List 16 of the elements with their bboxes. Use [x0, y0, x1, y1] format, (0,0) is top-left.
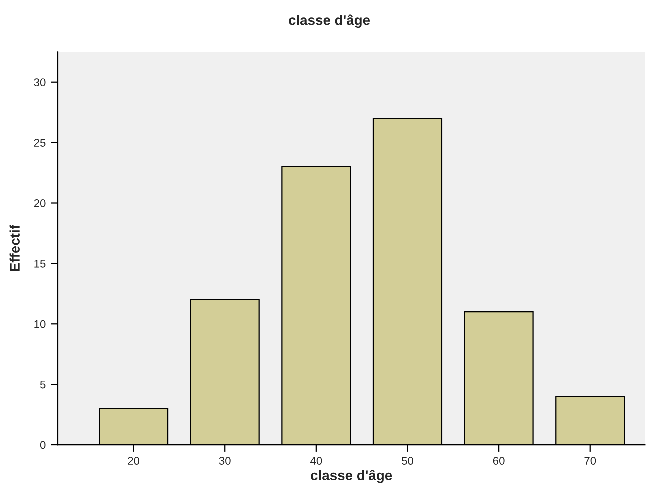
y-tick-label: 5 — [40, 380, 46, 389]
y-tick-label: 20 — [34, 200, 46, 208]
x-tick-label: 20 — [128, 457, 140, 465]
y-tick-label: 25 — [34, 139, 46, 147]
x-tick-label: 60 — [493, 457, 505, 465]
x-tick-label: 30 — [219, 457, 231, 465]
y-axis-title: Effectif — [10, 225, 20, 272]
x-axis-title: classe d'âge — [311, 470, 392, 484]
y-tick-label: 30 — [34, 78, 46, 87]
chart-title: classe d'âge — [289, 14, 370, 28]
x-tick-label: 40 — [310, 457, 322, 465]
x-tick-label: 50 — [402, 457, 414, 465]
y-tick-label: 15 — [34, 260, 46, 268]
x-tick-label: 70 — [584, 457, 596, 465]
y-tick-label: 0 — [40, 441, 46, 450]
y-tick-label: 10 — [34, 320, 46, 328]
